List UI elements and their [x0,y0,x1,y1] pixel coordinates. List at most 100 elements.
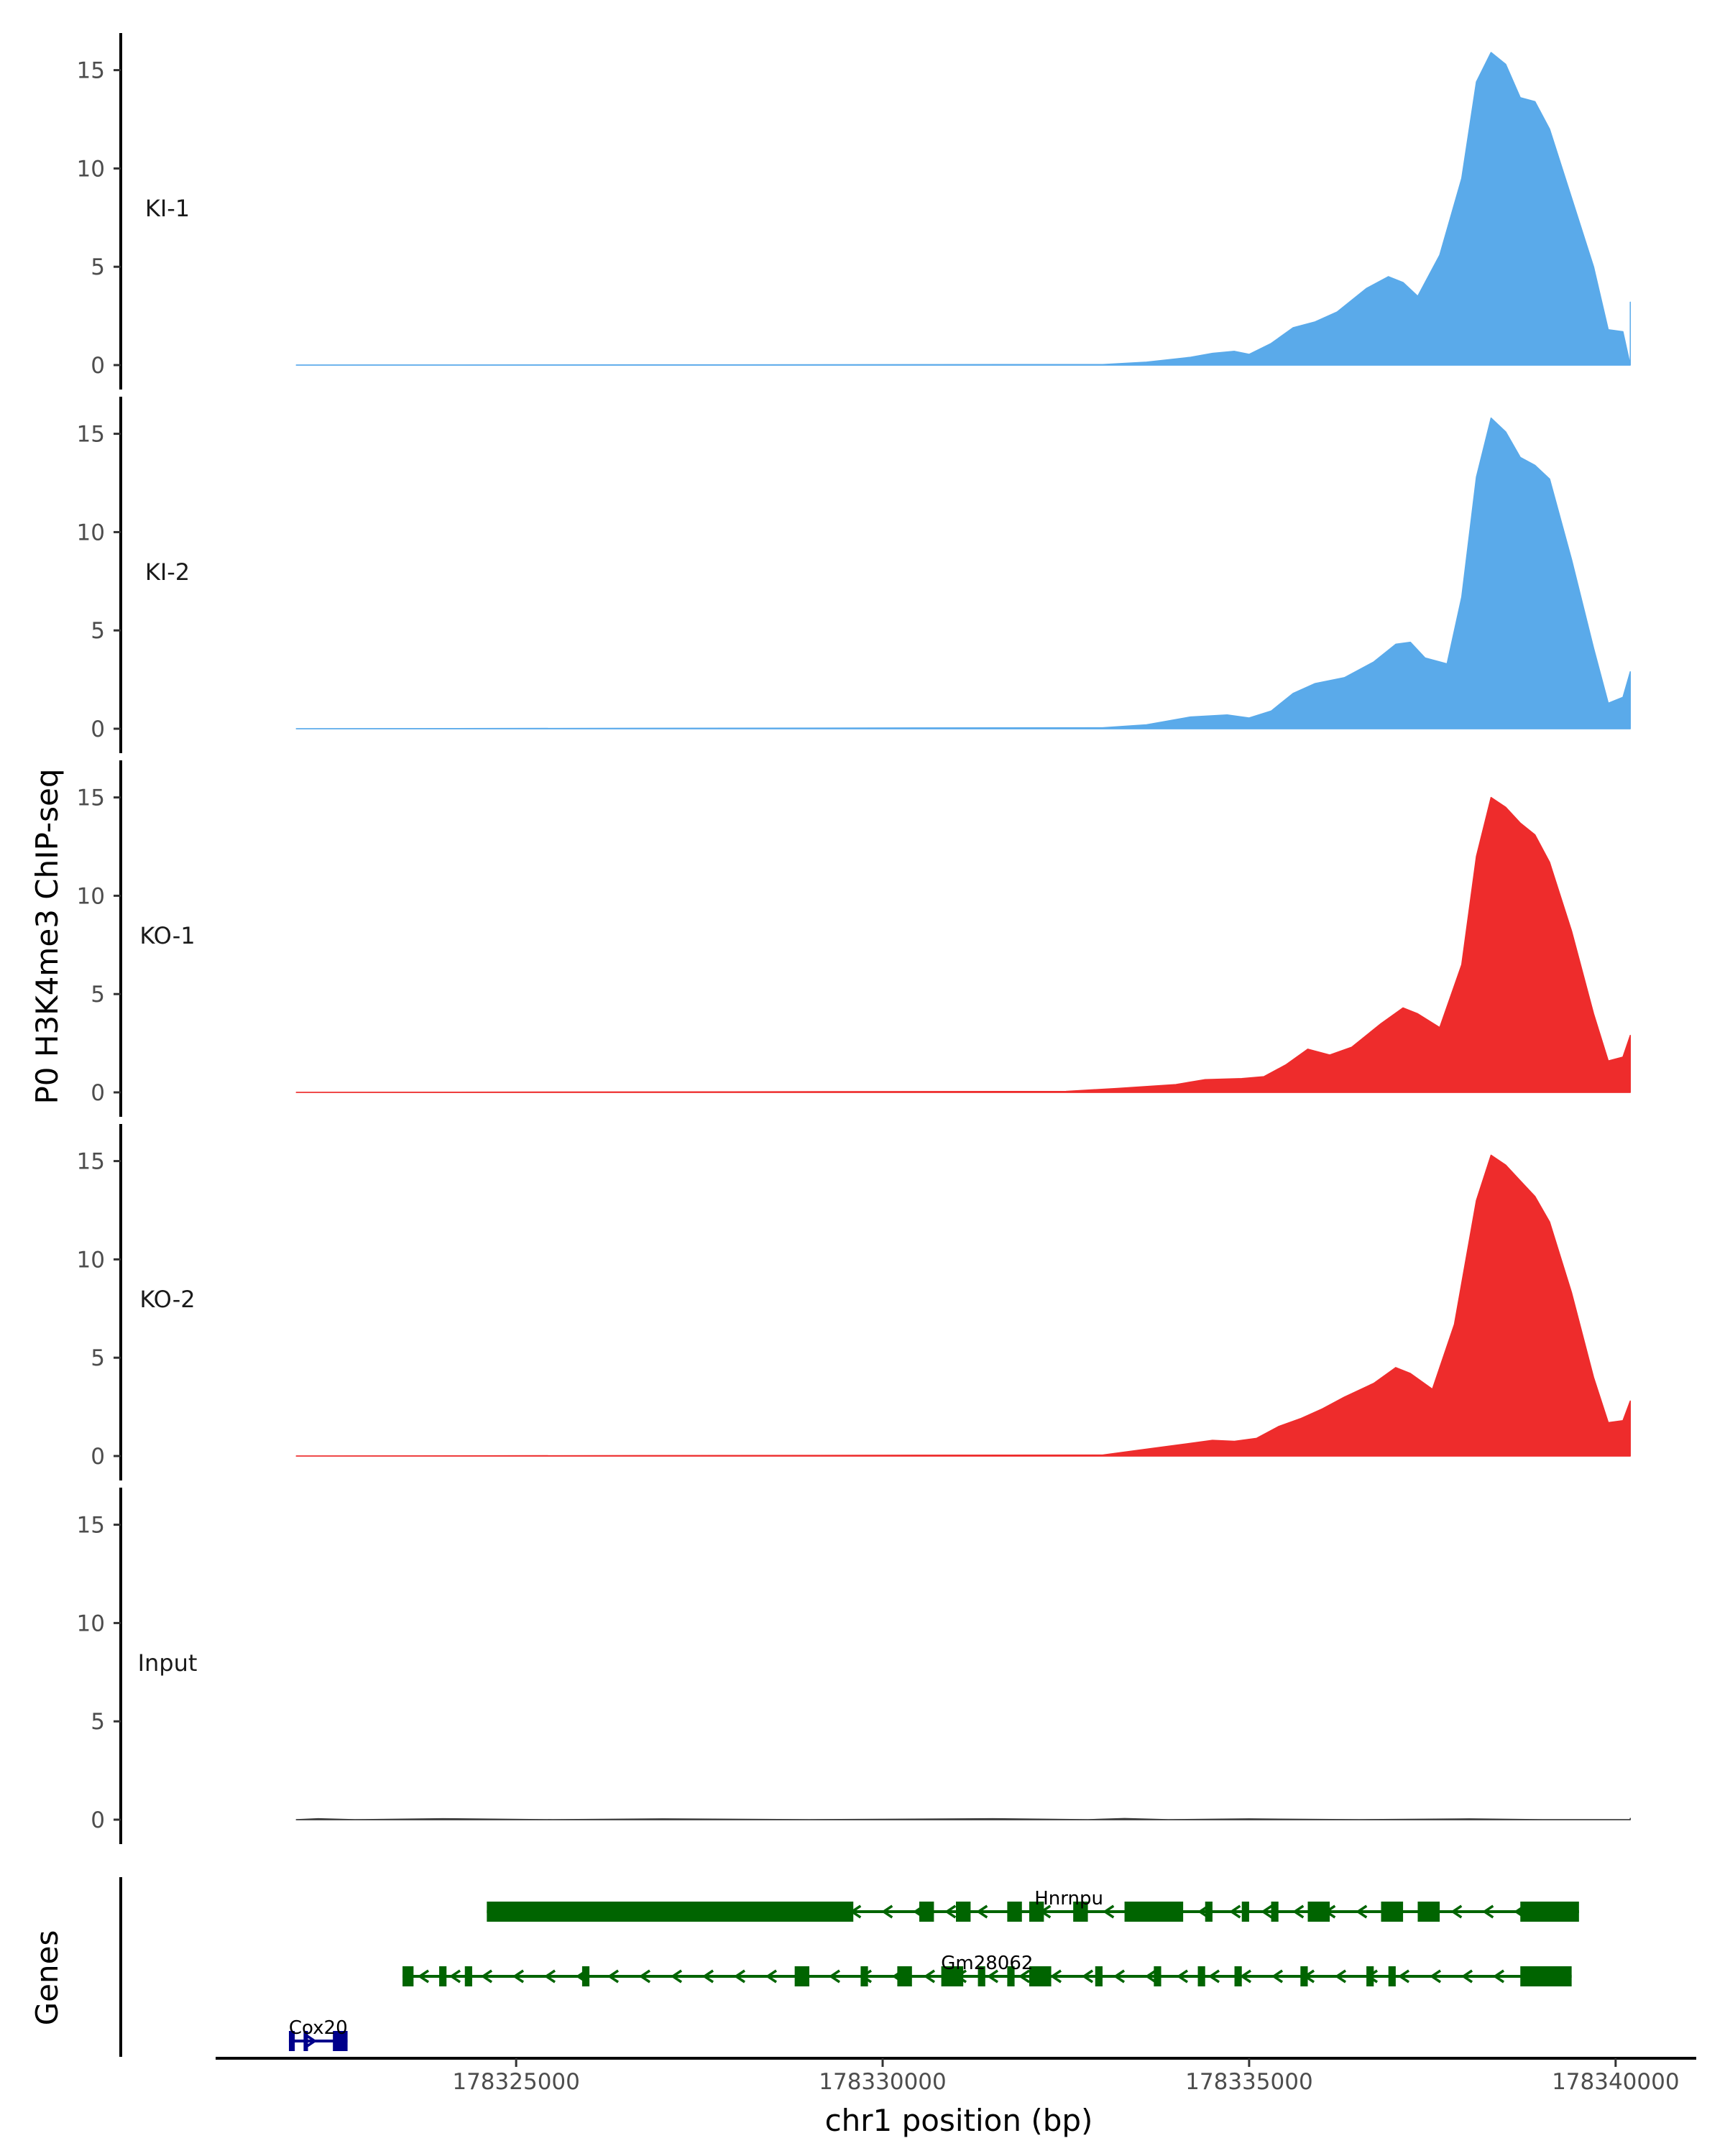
strand-arrow [543,1969,556,1984]
strand-arrow [670,1969,683,1984]
y-tick-label: 15 [77,786,105,811]
track-label: KO-2 [139,1286,195,1313]
coverage-area [295,52,1631,366]
strand-arrow [828,1969,841,1984]
exon [1205,1902,1213,1922]
exon [1029,1966,1052,1986]
strand-arrow [1229,1904,1241,1919]
track-ki-2: 0 5 10 15 KI-2 [77,397,1631,753]
x-tick-label: 178325000 [452,2069,580,2095]
strand-arrow [480,1969,493,1984]
exon [464,1966,472,1986]
strand-arrow [1271,1969,1284,1984]
strand-arrow [1113,1969,1126,1984]
strand-arrow [1482,1904,1494,1919]
y-tick-label: 5 [91,1709,105,1735]
strand-arrow [1450,1904,1463,1919]
exon [303,2031,308,2051]
exon [1388,1966,1396,1986]
exon [1007,1902,1022,1922]
exon [439,1966,447,1986]
strand-arrow [1081,1969,1094,1984]
track-ki-1: 0 5 10 15 KI-1 [77,33,1631,390]
strand-arrow [448,1969,461,1984]
x-tick-label: 178340000 [1552,2069,1680,2095]
exon [978,1966,985,1986]
exon [1124,1902,1184,1922]
exon [941,1966,964,1986]
exon [487,1902,854,1922]
exon [1241,1902,1249,1922]
track-label: Input [138,1649,198,1677]
exon [333,2031,348,2051]
exon [1154,1966,1162,1986]
strand-arrow [881,1904,893,1919]
y-tick-label: 15 [77,1149,105,1175]
exon [1007,1966,1015,1986]
exon [1381,1902,1404,1922]
strand-arrow [923,1969,936,1984]
strand-arrow [1429,1969,1442,1984]
exon [956,1902,971,1922]
strand-arrow [1049,1969,1062,1984]
y-tick-label: 15 [77,422,105,448]
strand-arrow [1492,1969,1505,1984]
gene-label: Cox20 [289,2017,348,2039]
y-tick-label: 10 [77,1247,105,1273]
y-tick-label: 15 [77,1513,105,1539]
exon [1307,1902,1330,1922]
gene-gm28062: Gm28062 [402,1953,1572,1986]
exon [1300,1966,1308,1986]
y-tick-label: 10 [77,1611,105,1636]
genes-axis-title: Genes [29,1930,65,2026]
gene-label: Hnrnpu [1034,1888,1103,1909]
x-tick-label: 178330000 [819,2069,947,2095]
y-tick-label: 0 [91,353,105,379]
exon [1197,1966,1205,1986]
exon [860,1966,868,1986]
exon [1073,1902,1088,1922]
x-axis-title: chr1 position (bp) [825,2103,1093,2138]
strand-arrow [607,1969,620,1984]
gene-cox20: Cox20 [289,2017,348,2051]
y-tick-label: 5 [91,1345,105,1371]
y-tick-label: 0 [91,717,105,742]
exon [1029,1902,1044,1922]
strand-arrow [702,1969,714,1984]
exon [581,1966,590,1986]
strand-arrow [1208,1969,1220,1984]
strand-arrow [1292,1904,1305,1919]
track-label: KO-1 [139,922,195,949]
track-ko-1: 0 5 10 15 KO-1 [77,760,1631,1117]
y-tick-label: 5 [91,982,105,1008]
y-axis-title: P0 H3K4me3 ChIP-seq [29,768,65,1104]
track-label: KI-1 [145,195,190,222]
exon [288,2031,295,2051]
coverage-area [295,417,1631,729]
strand-arrow [765,1969,778,1984]
coverage-area [295,796,1631,1093]
strand-arrow [1176,1969,1189,1984]
gene-label: Gm28062 [941,1953,1033,1974]
exon [1366,1966,1374,1986]
exon [1271,1902,1279,1922]
coverage-area [295,1154,1631,1457]
y-tick-label: 10 [77,156,105,182]
strand-arrow [1460,1969,1473,1984]
track-input: 0 5 10 15 Input [77,1488,1631,1844]
strand-arrow [638,1969,651,1984]
strand-arrow [733,1969,746,1984]
y-tick-label: 5 [91,254,105,280]
exon [897,1966,912,1986]
y-tick-label: 10 [77,520,105,545]
y-tick-label: 0 [91,1444,105,1470]
track-ko-2: 0 5 10 15 KO-2 [77,1124,1631,1480]
exon [402,1966,414,1986]
genes-panel: 178325000 178330000 178335000 178340000 Hnrn… [119,1877,1696,2095]
strand-arrow [1103,1904,1115,1919]
gene-hnrnpu: Hnrnpu [487,1888,1579,1922]
strand-arrow [976,1904,988,1919]
exon [1417,1902,1440,1922]
strand-arrow [305,2034,318,2048]
